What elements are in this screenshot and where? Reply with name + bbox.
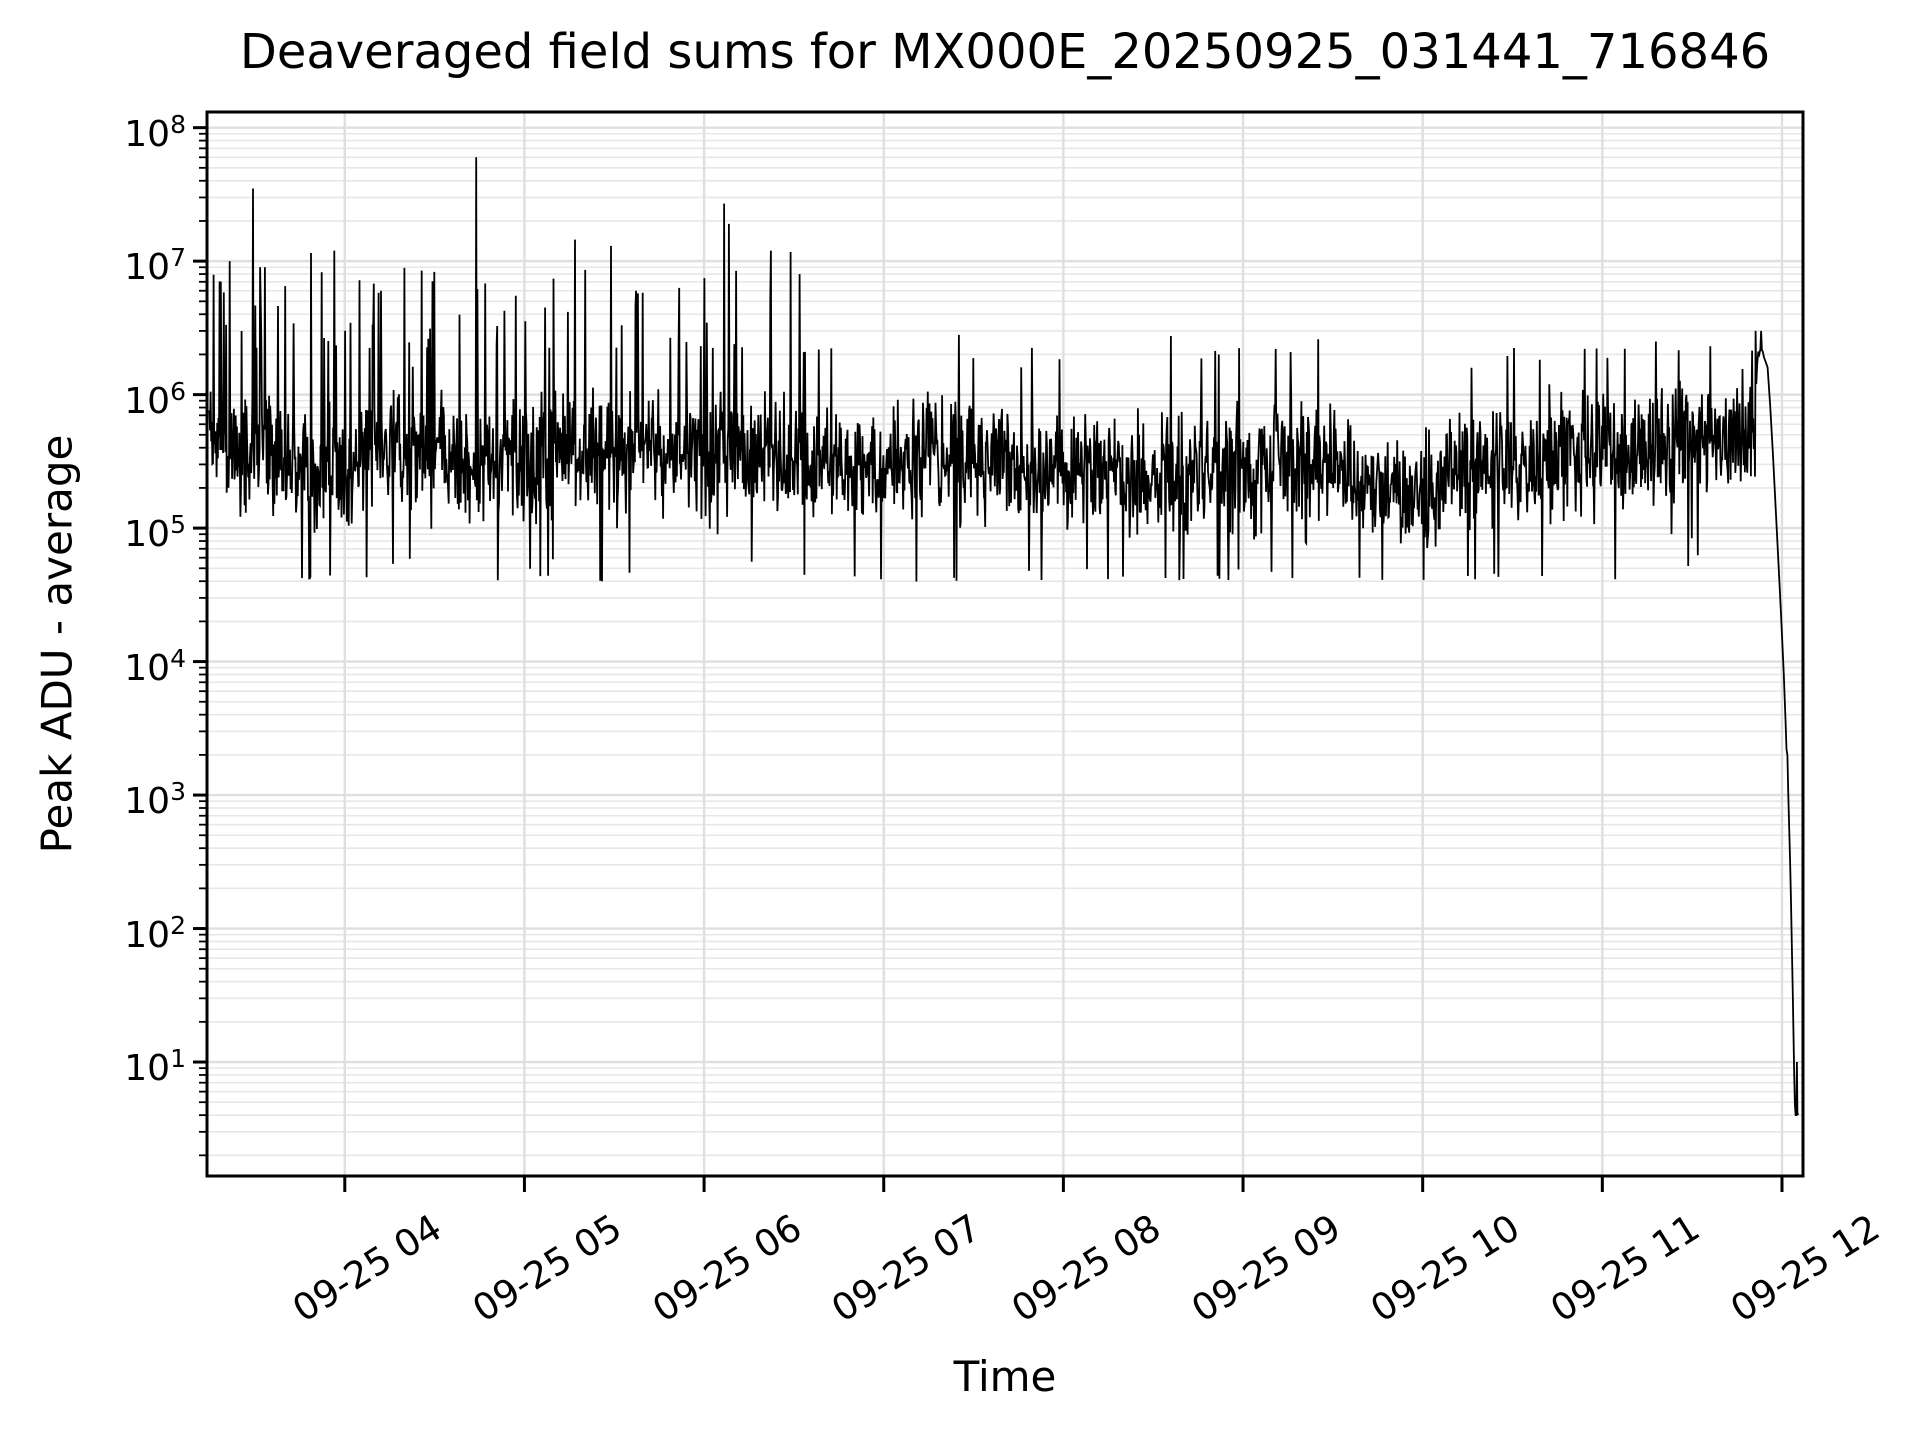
y-tick-label: 101 [124,1044,186,1090]
y-tick-label: 103 [124,777,186,823]
y-tick-label: 108 [124,109,186,155]
y-tick-label: 102 [124,910,186,956]
chart-title: Deaveraged field sums for MX000E_2025092… [239,24,1771,80]
x-axis-label: Time [953,1352,1057,1401]
plot-frame [205,110,1805,1178]
y-tick-label: 105 [124,510,186,556]
y-tick-label: 106 [124,376,186,422]
y-tick-label: 104 [124,643,186,689]
data-line [208,157,1799,1116]
y-tick-label: 107 [124,243,186,289]
